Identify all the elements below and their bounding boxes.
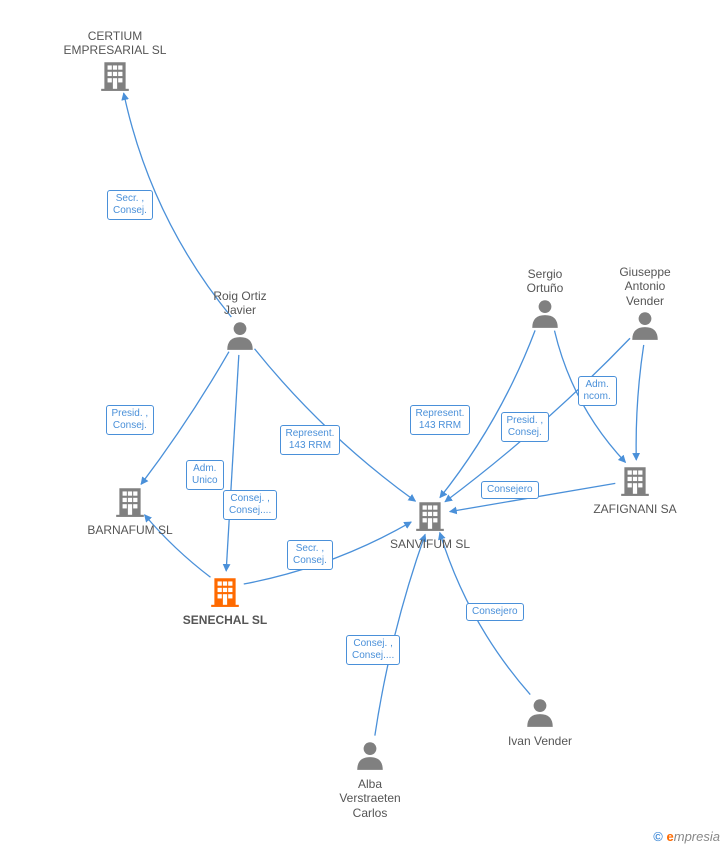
person-icon xyxy=(628,308,662,347)
node-label: SENECHAL SL xyxy=(165,613,285,627)
node-label: Roig OrtizJavier xyxy=(180,289,300,318)
company-node-senechal[interactable]: SENECHAL SL xyxy=(165,574,285,627)
building-icon xyxy=(113,484,147,523)
edge-label: Represent.143 RRM xyxy=(280,425,341,455)
building-icon xyxy=(208,574,242,613)
person-node-roig[interactable]: Roig OrtizJavier xyxy=(180,289,300,357)
person-node-ivan[interactable]: Ivan Vender xyxy=(480,695,600,748)
node-label: Ivan Vender xyxy=(480,734,600,748)
edge-label: Secr. ,Consej. xyxy=(107,190,153,220)
node-label: SANVIFUM SL xyxy=(370,537,490,551)
person-node-alba[interactable]: AlbaVerstraetenCarlos xyxy=(310,738,430,820)
edge-label: Secr. ,Consej. xyxy=(287,540,333,570)
company-node-certium[interactable]: CERTIUMEMPRESARIAL SL xyxy=(55,29,175,97)
company-node-barnafum[interactable]: BARNAFUM SL xyxy=(70,484,190,537)
person-node-giuseppe[interactable]: GiuseppeAntonioVender xyxy=(585,265,705,347)
node-label: BARNAFUM SL xyxy=(70,523,190,537)
edge-label: Presid. ,Consej. xyxy=(501,412,550,442)
company-node-zafignani[interactable]: ZAFIGNANI SA xyxy=(575,463,695,516)
node-label: CERTIUMEMPRESARIAL SL xyxy=(55,29,175,58)
edge-label: Consejero xyxy=(466,603,524,621)
edge-label: Consejero xyxy=(481,481,539,499)
person-icon xyxy=(528,296,562,335)
building-icon xyxy=(618,463,652,502)
edge-label: Presid. ,Consej. xyxy=(106,405,155,435)
watermark: © empresia xyxy=(653,829,720,844)
building-icon xyxy=(98,58,132,97)
person-icon xyxy=(523,695,557,734)
edge-label: Represent.143 RRM xyxy=(410,405,471,435)
edge-label: Consej. ,Consej.... xyxy=(346,635,400,665)
person-icon xyxy=(353,738,387,777)
edge-label: Adm.ncom. xyxy=(578,376,617,406)
edge-label: Consej. ,Consej.... xyxy=(223,490,277,520)
building-icon xyxy=(413,498,447,537)
node-label: AlbaVerstraetenCarlos xyxy=(310,777,430,820)
node-label: GiuseppeAntonioVender xyxy=(585,265,705,308)
edge-label: Adm.Unico xyxy=(186,460,224,490)
company-node-sanvifum[interactable]: SANVIFUM SL xyxy=(370,498,490,551)
node-label: ZAFIGNANI SA xyxy=(575,502,695,516)
edge-roig-senechal xyxy=(226,355,239,571)
person-icon xyxy=(223,318,257,357)
edge-giuseppe-zafignani xyxy=(636,345,644,460)
